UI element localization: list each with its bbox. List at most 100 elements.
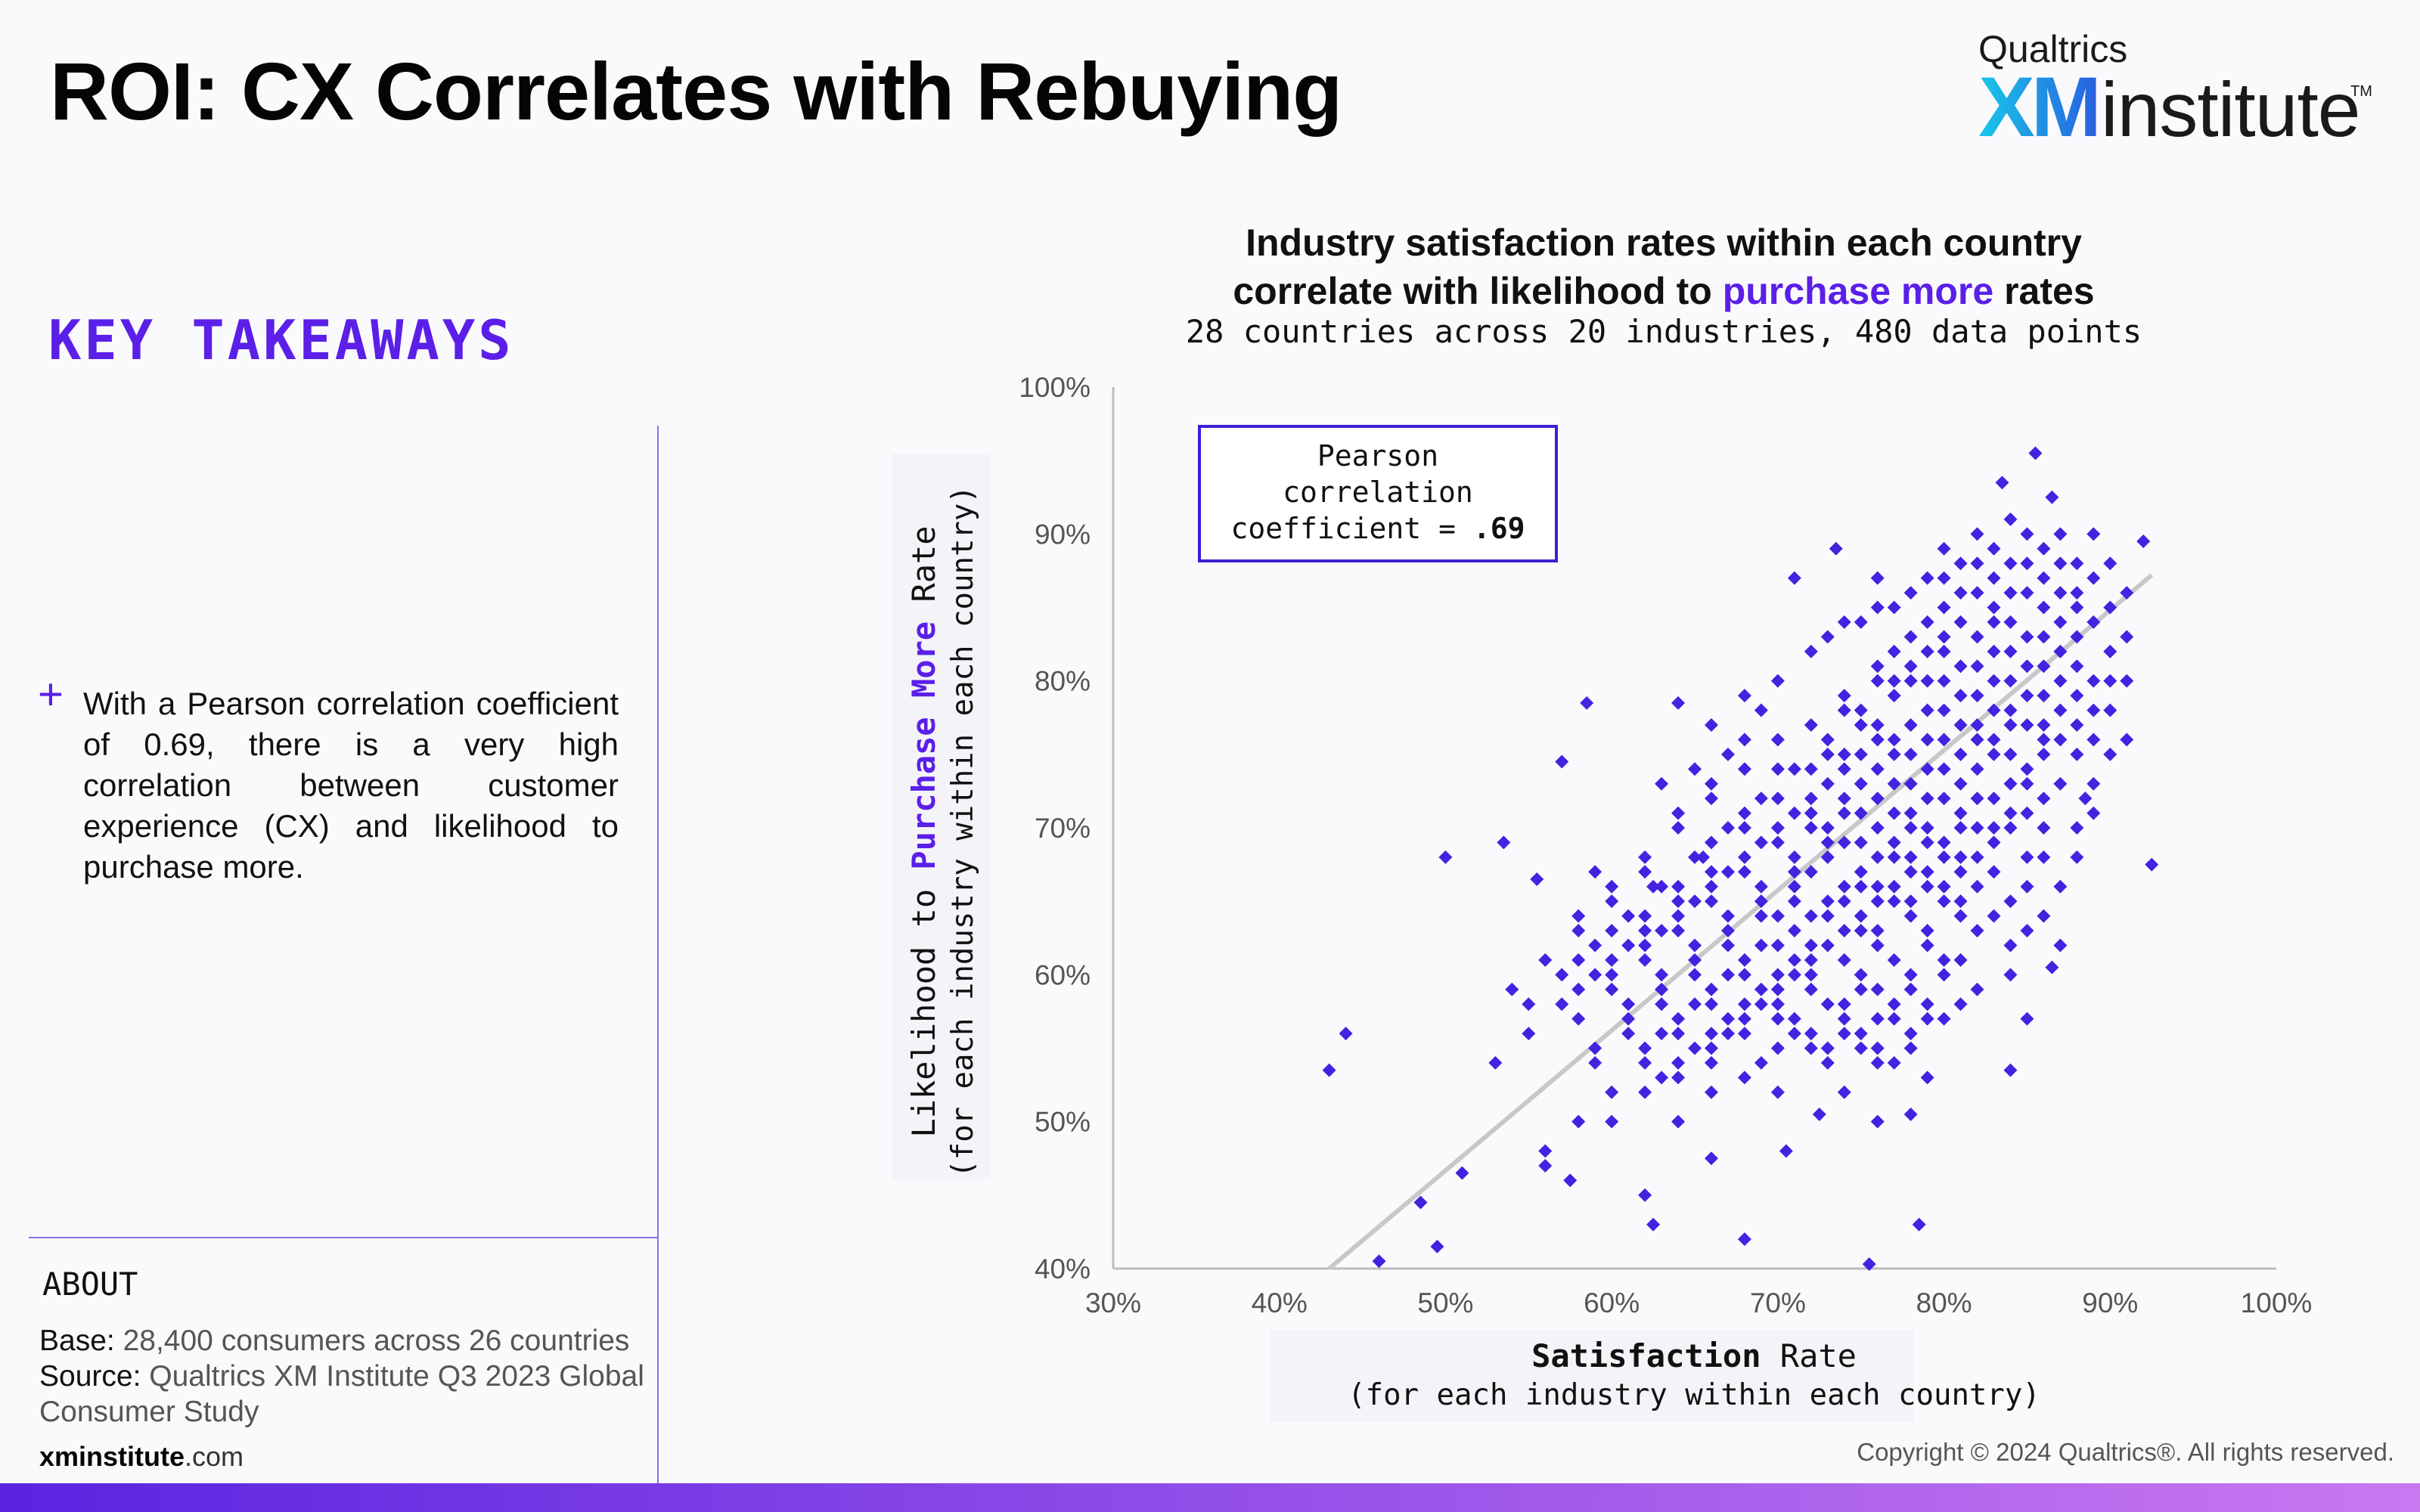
data-point: [1638, 1085, 1652, 1099]
data-point: [1787, 762, 1801, 776]
data-point: [1887, 674, 1901, 688]
ylabel-accent: Purchase More: [905, 621, 942, 870]
data-point: [1804, 938, 1818, 953]
data-point: [1720, 821, 1735, 835]
data-point: [1903, 806, 1918, 820]
data-point: [1555, 968, 1569, 982]
data-point: [1720, 924, 1735, 938]
data-point: [1720, 747, 1735, 761]
data-point: [1372, 1254, 1386, 1269]
data-point: [1605, 982, 1619, 996]
x-tick-label: 100%: [2241, 1287, 2313, 1318]
data-point: [2053, 733, 2068, 747]
data-point: [2020, 879, 2034, 894]
data-point: [1770, 909, 1785, 923]
data-point: [1854, 747, 1868, 761]
data-point: [1621, 997, 1636, 1012]
data-point: [1854, 1041, 1868, 1055]
data-point: [1488, 1055, 1503, 1070]
data-point: [1887, 1012, 1901, 1026]
source-text: Qualtrics XM Institute Q3 2023 Global: [149, 1360, 644, 1393]
data-point: [2037, 850, 2051, 864]
data-point: [1688, 894, 1702, 909]
data-point: [1887, 835, 1901, 850]
data-point: [1970, 762, 1984, 776]
data-point: [1837, 806, 1851, 820]
logo-institute-text: institute: [2101, 67, 2361, 153]
data-point: [2003, 703, 2018, 717]
data-point: [1770, 821, 1785, 835]
y-tick-label: 40%: [1035, 1253, 1091, 1284]
data-point: [1638, 865, 1652, 879]
data-point: [2086, 527, 2101, 541]
data-point: [1621, 909, 1636, 923]
data-point: [1696, 850, 1710, 864]
data-point: [1870, 659, 1885, 674]
data-point: [1804, 968, 1818, 982]
y-tick-label: 70%: [1035, 813, 1091, 844]
data-point: [1688, 997, 1702, 1012]
data-point: [1903, 674, 1918, 688]
data-point: [1953, 586, 1968, 600]
data-point: [1671, 1070, 1686, 1085]
data-point: [1953, 717, 1968, 732]
data-point: [1995, 476, 2009, 490]
data-point: [1655, 968, 1669, 982]
annotation-line1: Pearson: [1317, 439, 1438, 472]
data-point: [1837, 1085, 1851, 1099]
y-axis-label: Likelihood to Purchase More Rate: [905, 525, 942, 1137]
data-point: [2053, 527, 2068, 541]
data-point: [1854, 835, 1868, 850]
data-point: [1737, 733, 1751, 747]
data-point: [2003, 644, 2018, 658]
data-point: [2037, 659, 2051, 674]
data-point: [2020, 527, 2034, 541]
data-point: [1804, 1027, 1818, 1041]
data-point: [1754, 982, 1768, 996]
x-tick-label: 30%: [1085, 1287, 1141, 1318]
data-point: [1937, 674, 1951, 688]
data-point: [1953, 909, 1968, 923]
data-point: [1704, 865, 1718, 879]
data-point: [1854, 879, 1868, 894]
data-point: [1870, 1012, 1885, 1026]
data-point: [1770, 1085, 1785, 1099]
data-point: [1605, 1085, 1619, 1099]
data-point: [2037, 747, 2051, 761]
site-link[interactable]: xminstitute.com: [39, 1441, 244, 1473]
data-point: [1870, 850, 1885, 864]
data-point: [1854, 806, 1868, 820]
trend-line: [1327, 573, 2154, 1271]
data-point: [1737, 865, 1751, 879]
data-point: [1646, 1217, 1661, 1232]
data-point: [1804, 792, 1818, 806]
data-point: [1737, 1070, 1751, 1085]
data-point: [1804, 717, 1818, 732]
data-point: [1522, 997, 1536, 1012]
data-point: [1837, 747, 1851, 761]
data-point: [1837, 615, 1851, 629]
data-point: [1920, 879, 1934, 894]
site-bold: xminstitute: [39, 1441, 185, 1472]
data-point: [1538, 953, 1553, 967]
about-source-cont: Consumer Study: [39, 1396, 259, 1428]
data-point: [1754, 792, 1768, 806]
data-point: [2020, 1012, 2034, 1026]
data-point: [1937, 541, 1951, 556]
data-point: [1804, 806, 1818, 820]
data-point: [1638, 924, 1652, 938]
data-point: [1987, 792, 2001, 806]
annotation-coef-value: .69: [1473, 512, 1525, 545]
data-point: [1820, 909, 1835, 923]
data-point: [2037, 571, 2051, 585]
data-point: [1903, 747, 1918, 761]
data-point: [2053, 586, 2068, 600]
data-point: [1820, 997, 1835, 1012]
data-point: [1953, 865, 1968, 879]
data-point: [1580, 696, 1594, 710]
data-point: [2020, 762, 2034, 776]
data-point: [1854, 717, 1868, 732]
data-point: [1887, 747, 1901, 761]
data-point: [1787, 879, 1801, 894]
data-point: [2037, 600, 2051, 615]
